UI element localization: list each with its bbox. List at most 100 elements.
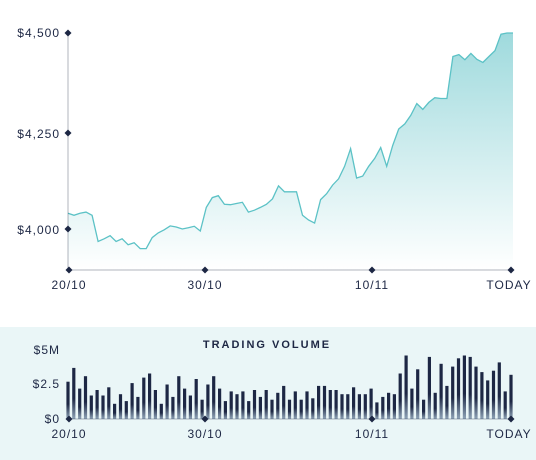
volume-bar bbox=[503, 391, 507, 419]
volume-bar bbox=[89, 395, 93, 419]
volume-bar bbox=[340, 394, 344, 419]
volume-bar bbox=[95, 390, 99, 419]
volume-bar bbox=[381, 396, 385, 419]
volume-chart: TRADING VOLUME $5M $2.5 $0 20/10 30/10 1… bbox=[33, 339, 531, 441]
volume-bar bbox=[410, 388, 414, 419]
volume-bar bbox=[66, 381, 70, 419]
volume-bar bbox=[177, 376, 181, 419]
volume-bar bbox=[142, 377, 146, 419]
volume-bar bbox=[404, 355, 408, 419]
volume-bar bbox=[264, 390, 268, 419]
volume-panel: TRADING VOLUME $5M $2.5 $0 20/10 30/10 1… bbox=[0, 327, 536, 460]
volume-bar bbox=[509, 374, 513, 419]
volume-title: TRADING VOLUME bbox=[203, 339, 331, 351]
volume-bar bbox=[322, 385, 327, 419]
volume-bar bbox=[468, 356, 472, 419]
volume-bar bbox=[124, 401, 128, 419]
volume-bar bbox=[218, 388, 222, 419]
price-x-tick-marker bbox=[368, 266, 376, 274]
volume-bar bbox=[422, 399, 426, 419]
volume-bar bbox=[276, 392, 280, 419]
volume-bar bbox=[398, 373, 402, 419]
volume-bar bbox=[72, 367, 76, 419]
volume-bar bbox=[101, 395, 105, 419]
volume-bar bbox=[148, 373, 152, 419]
volume-bar bbox=[462, 355, 466, 419]
volume-x-tick-label: 20/10 bbox=[51, 427, 86, 441]
volume-bar bbox=[375, 402, 379, 419]
volume-bar bbox=[392, 394, 396, 419]
volume-bar bbox=[136, 396, 140, 419]
volume-y-tick-label: $5M bbox=[34, 343, 60, 357]
volume-y-tick-label: $2.5 bbox=[33, 377, 60, 391]
volume-bar bbox=[311, 398, 315, 419]
volume-bar bbox=[206, 384, 210, 419]
volume-bar bbox=[346, 394, 350, 419]
price-y-tick-label: $4,000 bbox=[17, 223, 60, 237]
volume-bar bbox=[334, 390, 338, 419]
volume-bar bbox=[433, 392, 437, 419]
price-y-tick-4250: $4,250 bbox=[17, 127, 60, 141]
volume-bar bbox=[247, 401, 251, 419]
volume-bar bbox=[113, 403, 117, 419]
volume-y-tick-label: $0 bbox=[45, 412, 60, 426]
volume-bar bbox=[223, 401, 227, 419]
volume-bar bbox=[229, 391, 233, 419]
volume-bar bbox=[451, 366, 455, 419]
price-y-tick-4500: $4,500 bbox=[17, 26, 60, 40]
volume-x-tick-label: TODAY bbox=[486, 427, 531, 441]
volume-bar bbox=[118, 394, 123, 419]
price-x-tick-marker bbox=[201, 266, 209, 274]
volume-x-tick-label: 10/11 bbox=[355, 427, 389, 441]
volume-bar bbox=[258, 396, 262, 419]
price-x-tick-marker bbox=[507, 266, 515, 274]
price-x-tick-label: 10/11 bbox=[355, 278, 389, 292]
volume-bar bbox=[486, 380, 490, 419]
volume-bar bbox=[369, 388, 373, 419]
price-series-line bbox=[67, 32, 513, 250]
volume-bar bbox=[305, 391, 309, 419]
volume-bar bbox=[456, 358, 461, 419]
volume-bar bbox=[188, 395, 192, 419]
volume-bar bbox=[427, 356, 431, 419]
volume-bar bbox=[107, 387, 111, 419]
price-y-tick-marker bbox=[64, 29, 72, 37]
volume-x-tick-marker bbox=[65, 415, 73, 423]
volume-bar bbox=[491, 370, 496, 419]
volume-bar bbox=[352, 387, 356, 419]
volume-bar bbox=[497, 362, 501, 419]
volume-bar bbox=[293, 391, 297, 419]
volume-bar bbox=[194, 379, 198, 419]
volume-bar bbox=[270, 399, 274, 419]
volume-bar bbox=[480, 372, 484, 419]
volume-bar bbox=[83, 376, 88, 419]
volume-bar bbox=[416, 369, 420, 419]
volume-bar bbox=[235, 394, 239, 419]
volume-bar bbox=[282, 385, 286, 419]
volume-bar bbox=[183, 388, 187, 419]
volume-bar bbox=[357, 394, 361, 419]
volume-bar bbox=[363, 394, 367, 419]
price-x-tick-label: 20/10 bbox=[51, 278, 86, 292]
price-y-tick-4000: $4,000 bbox=[17, 223, 60, 237]
price-chart: $4,500 $4,250 $4,000 20/10 30/10 10/11 T… bbox=[17, 26, 531, 292]
price-x-tick-label: 30/10 bbox=[187, 278, 222, 292]
volume-bar bbox=[287, 399, 292, 419]
price-area-fill bbox=[68, 33, 513, 270]
price-y-tick-label: $4,500 bbox=[17, 26, 60, 40]
volume-bar bbox=[317, 385, 321, 419]
price-y-tick-marker bbox=[64, 225, 72, 233]
volume-bar bbox=[165, 384, 169, 419]
volume-x-tick-marker bbox=[201, 415, 209, 423]
price-x-tick-marker bbox=[65, 266, 73, 274]
volume-bar bbox=[474, 366, 478, 419]
volume-bar bbox=[171, 396, 175, 419]
volume-x-tick-marker bbox=[368, 415, 376, 423]
price-y-tick-label: $4,250 bbox=[17, 127, 60, 141]
volume-bar bbox=[299, 399, 303, 419]
volume-bar bbox=[252, 390, 257, 419]
volume-bar bbox=[130, 383, 134, 419]
volume-bar bbox=[445, 385, 449, 419]
volume-bar bbox=[439, 363, 443, 419]
price-x-tick-label: TODAY bbox=[486, 278, 531, 292]
